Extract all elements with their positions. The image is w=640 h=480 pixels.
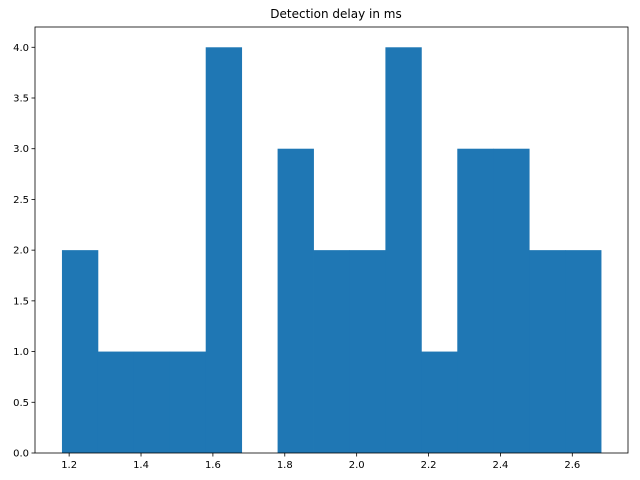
y-tick-label: 0.0: [13, 449, 29, 460]
histogram-bar-12: [493, 148, 530, 453]
x-tick-label: 2.0: [349, 460, 365, 471]
histogram-bar-9: [385, 47, 422, 454]
chart-title: Detection delay in ms: [270, 7, 401, 21]
x-tick-label: 2.4: [492, 460, 508, 471]
y-tick-label: 3.0: [13, 144, 29, 155]
histogram-bar-6: [277, 148, 314, 453]
x-tick-label: 1.4: [133, 460, 149, 471]
y-tick-label: 4.0: [13, 43, 29, 54]
y-tick-label: 3.5: [13, 94, 29, 105]
histogram-bar-1: [97, 351, 135, 453]
y-tick-label: 2.5: [13, 195, 29, 206]
histogram-bar-14: [565, 250, 602, 453]
x-tick-label: 1.2: [61, 460, 77, 471]
histogram-bar-7: [313, 250, 350, 453]
x-axis: 1.2 1.4 1.6 1.8 2.0 2.2 2.4 2.6: [61, 453, 580, 471]
histogram-bar-4: [205, 47, 243, 454]
plot-frame: [34, 26, 629, 454]
bars-group: [61, 47, 602, 454]
histogram-bar-2: [133, 351, 171, 453]
x-tick-label: 1.8: [277, 460, 293, 471]
histogram-bar-10: [421, 351, 458, 453]
y-tick-label: 2.0: [13, 246, 29, 257]
histogram-bar-11: [457, 148, 494, 453]
histogram-bar-13: [529, 250, 566, 453]
x-tick-label: 2.6: [564, 460, 580, 471]
y-tick-label: 1.0: [13, 347, 29, 358]
histogram-bar-3: [169, 351, 207, 453]
histogram-bar-8: [349, 250, 386, 453]
y-tick-label: 0.5: [13, 398, 29, 409]
y-axis: 0.0 0.5 1.0 1.5 2.0 2.5 3.0 3.5 4.0: [13, 43, 35, 460]
x-tick-label: 1.6: [205, 460, 221, 471]
y-tick-label: 1.5: [13, 296, 29, 307]
x-tick-label: 2.2: [421, 460, 437, 471]
histogram-bar-0: [61, 250, 99, 453]
